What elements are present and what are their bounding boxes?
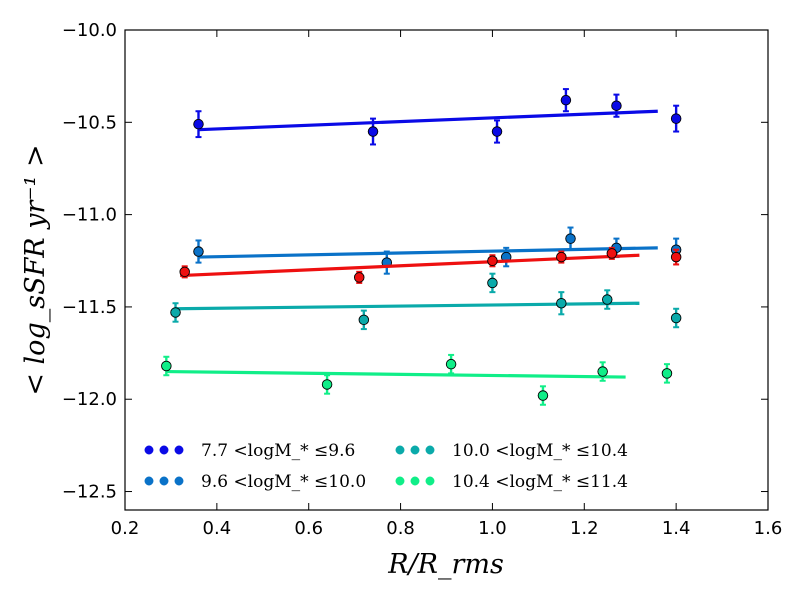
fit-line: [198, 246, 658, 259]
data-point: [487, 277, 498, 289]
legend-label: 9.6 <logM_* ≤10.0: [201, 472, 366, 492]
legend-item: 9.6 <logM_* ≤10.0: [144, 472, 366, 492]
legend-marker: [144, 476, 154, 486]
legend-label: 7.7 <logM_* ≤9.6: [201, 441, 355, 461]
x-tick-label: 1.6: [754, 518, 783, 539]
data-point: [358, 314, 370, 326]
y-tick-label: −12.5: [62, 482, 117, 503]
series-1: [193, 226, 682, 275]
plot-background: [125, 30, 768, 510]
y-tick-label: −11.5: [62, 297, 117, 318]
legend-marker: [144, 445, 154, 455]
data-point: [602, 294, 613, 305]
x-tick-label: 1.0: [478, 518, 507, 539]
x-tick-label: 1.4: [662, 518, 691, 539]
y-tick-label: −12.0: [62, 389, 117, 410]
legend-marker: [174, 476, 184, 486]
data-point: [367, 126, 379, 137]
data-point: [193, 246, 204, 257]
legend-marker: [425, 445, 435, 455]
fit-line: [166, 369, 626, 379]
legend-label: 10.4 <logM_* ≤11.4: [452, 472, 628, 492]
data-point: [537, 390, 549, 401]
legend-marker: [395, 476, 405, 486]
data-point: [161, 360, 172, 372]
y-axis-label: < log_sSFR yr⁻¹ >: [20, 144, 51, 395]
series-2: [179, 246, 682, 284]
data-point: [170, 307, 181, 318]
x-axis-label: R/R_rms: [387, 549, 504, 580]
data-point: [565, 233, 576, 244]
legend-marker: [410, 476, 420, 486]
legend-item: 10.4 <logM_* ≤11.4: [395, 472, 628, 492]
data-point: [661, 368, 673, 379]
x-tick-label: 0.8: [386, 518, 415, 539]
legend-label: 10.0 <logM_* ≤10.4: [452, 441, 628, 461]
legend-marker: [425, 476, 435, 486]
data-point: [321, 379, 333, 390]
series-4: [161, 353, 673, 406]
data-point: [670, 312, 682, 324]
series-3: [170, 272, 682, 331]
series-0: [193, 88, 682, 146]
legend-item: 7.7 <logM_* ≤9.6: [144, 441, 355, 461]
y-tick-label: −10.0: [62, 20, 117, 41]
legend-item: 10.0 <logM_* ≤10.4: [395, 441, 628, 461]
data-point: [556, 297, 567, 309]
data-point: [445, 358, 457, 370]
data-point: [560, 94, 572, 106]
x-tick-label: 0.6: [294, 518, 323, 539]
x-tick-label: 0.2: [111, 518, 140, 539]
data-point: [611, 100, 622, 111]
data-point: [179, 266, 190, 278]
legend-marker: [159, 476, 169, 486]
x-tick-label: 1.2: [570, 518, 599, 539]
data-point: [597, 366, 608, 377]
data-point: [193, 118, 204, 130]
data-point: [670, 251, 682, 263]
y-tick-label: −11.0: [62, 205, 117, 226]
y-tick-label: −10.5: [62, 112, 117, 133]
data-point: [487, 255, 498, 267]
data-point: [353, 272, 365, 283]
x-tick-label: 0.4: [203, 518, 232, 539]
data-point: [556, 251, 567, 263]
plot-frame: [124, 29, 769, 511]
data-point: [606, 248, 618, 259]
legend-marker: [174, 445, 184, 455]
data-point: [491, 126, 503, 137]
legend-marker: [410, 445, 420, 455]
data-point: [670, 113, 682, 124]
legend-marker: [395, 445, 405, 455]
legend: 7.7 <logM_* ≤9.6 9.6 <logM_* ≤10.0 10.0 <l…: [144, 441, 628, 492]
fit-line: [198, 109, 658, 132]
legend-marker: [159, 445, 169, 455]
